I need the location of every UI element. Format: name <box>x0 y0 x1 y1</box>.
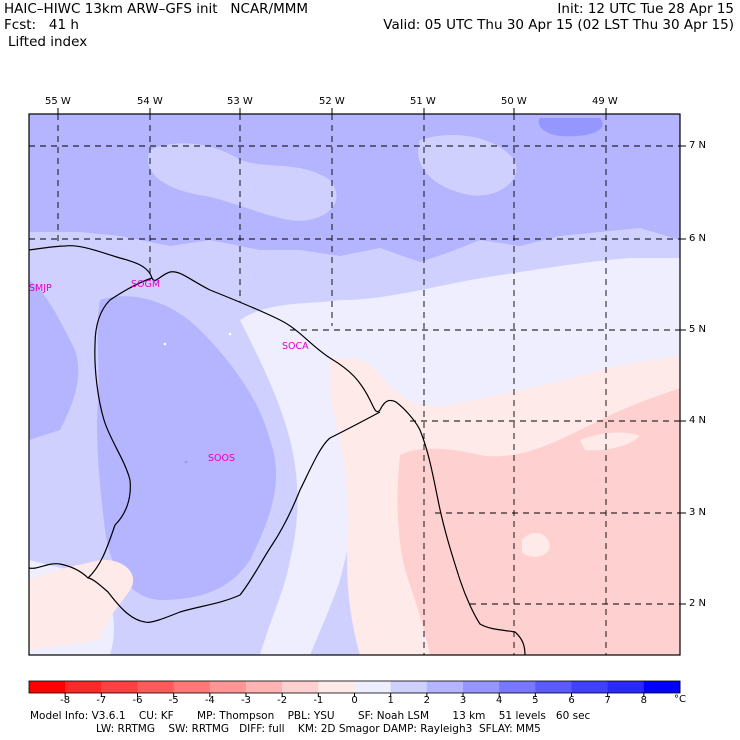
lat-label-7n: 7 N <box>689 140 707 151</box>
field-patch-north-a <box>148 143 337 221</box>
colorbar-box <box>390 681 428 693</box>
colorbar-tick-label: 2 <box>423 695 431 706</box>
colorbar-box <box>426 681 464 693</box>
colorbar-tick-label: 7 <box>604 695 611 706</box>
colorbar-tick-label: 4 <box>495 695 503 706</box>
field-level-0-1 <box>240 258 680 655</box>
model-info-line2: LW: RRTMG SW: RRTMG DIFF: full KM: 2D Sm… <box>96 723 541 735</box>
colorbar-tick-label: -1 <box>313 695 324 706</box>
colorbar-tick-label: 3 <box>459 695 467 706</box>
colorbar-tick-label: -6 <box>132 695 143 706</box>
field-patch-north-c <box>538 118 603 137</box>
field-name: Lifted index <box>8 34 88 50</box>
station-smjp: SMJP <box>29 283 52 294</box>
coastline-north <box>28 245 526 656</box>
model-info-line1: Model Info: V3.6.1 CU: KF MP: Thompson P… <box>30 710 591 722</box>
colorbar-box <box>209 681 247 693</box>
valid-time: Valid: 05 UTC Thu 30 Apr 15 (02 LST Thu … <box>383 17 734 33</box>
header-title: HAIC–HIWC 13km ARW–GFS init NCAR/MMM <box>4 1 309 17</box>
station-sogm: SOGM <box>131 279 161 290</box>
colorbar-tick-label: 6 <box>568 695 575 706</box>
colorbar-box <box>607 681 645 693</box>
lon-label-54w: 54 W <box>137 96 163 107</box>
colorbar-box <box>246 681 283 693</box>
colorbar-box <box>29 681 66 693</box>
coastlines-borders <box>28 245 526 656</box>
colorbar-box <box>499 681 536 693</box>
colorbar-box <box>137 681 175 693</box>
border-surinam-guyana <box>87 277 153 579</box>
station-markers <box>163 332 232 464</box>
lat-label-3n: 3 N <box>689 507 707 518</box>
colorbar-box <box>282 681 319 693</box>
lat-label-6n: 6 N <box>689 233 707 244</box>
map-frame <box>28 113 681 656</box>
colorbar-box <box>463 681 500 693</box>
colorbar-box <box>535 681 572 693</box>
lat-label-2n: 2 N <box>689 598 707 609</box>
colorbar-box <box>173 681 211 693</box>
field-level-neg2-neg1 <box>397 388 680 655</box>
colorbar-tick-label: 8 <box>640 695 648 706</box>
colorbar-box <box>318 681 355 693</box>
lon-label-50w: 50 W <box>501 96 527 107</box>
field-patch-pink-light <box>522 532 550 557</box>
lon-label-53w: 53 W <box>227 96 253 107</box>
colorbar-box <box>101 681 138 693</box>
border-surinam-guyane <box>28 411 381 623</box>
colorbar-tick-label: -5 <box>168 695 179 706</box>
lon-label-52w: 52 W <box>319 96 345 107</box>
init-time: Init: 12 UTC Tue 28 Apr 15 <box>557 1 734 17</box>
colorbar-tick-label: 1 <box>387 695 394 706</box>
field-patch-pink-light-b <box>580 432 640 451</box>
station-soos: SOOS <box>208 453 236 464</box>
colorbar-unit: °C <box>674 694 686 705</box>
colorbar-tick-label: 0 <box>351 695 358 706</box>
lon-label-51w: 51 W <box>410 96 436 107</box>
axis-ticks <box>57 108 686 605</box>
colorbar-box <box>65 681 102 693</box>
colorbar-tick-label: -8 <box>60 695 71 706</box>
field-level-2-3-interior <box>97 296 277 600</box>
colorbar-boxes <box>29 681 681 697</box>
colorbar-tick-label: 5 <box>532 695 539 706</box>
colorbar-tick-label: -7 <box>96 695 107 706</box>
lat-lon-grid <box>29 114 680 655</box>
colorbar-frame <box>28 680 681 694</box>
colorbar-box <box>643 681 681 693</box>
forecast-hour: Fcst: 41 h <box>4 17 79 33</box>
lon-label-49w: 49 W <box>592 96 618 107</box>
colorbar-tick-label: -2 <box>277 695 288 706</box>
lon-label-55w: 55 W <box>45 96 71 107</box>
colorbar-tick-label: -3 <box>241 695 251 706</box>
field-level-2-3-west <box>29 280 79 440</box>
lat-label-4n: 4 N <box>689 415 707 426</box>
colorbar-tick-label: -4 <box>204 695 215 706</box>
field-level-neg1-0-sw <box>29 559 134 650</box>
lat-label-5n: 5 N <box>689 324 707 335</box>
shaded-field <box>29 114 680 655</box>
field-patch-north-b <box>418 135 517 196</box>
colorbar-box <box>354 681 392 693</box>
colorbar-box <box>571 681 609 693</box>
station-soca: SOCA <box>282 341 309 352</box>
